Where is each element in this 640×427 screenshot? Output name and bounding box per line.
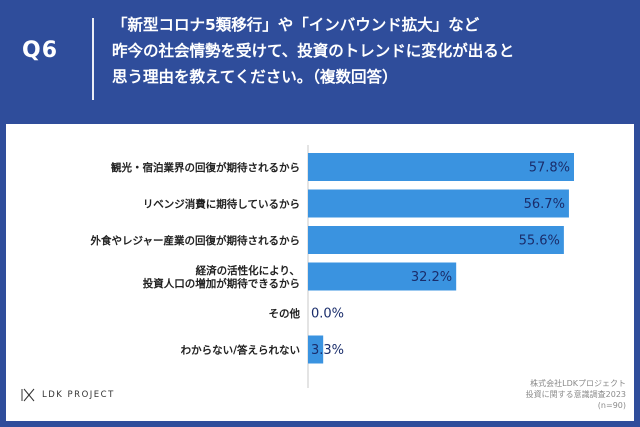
bar-2 [308, 226, 564, 254]
category-label-3-0: 経済の活性化により、 [196, 264, 300, 277]
bar-value-label-5: 3.3% [311, 343, 344, 358]
question-number: Q6 [22, 38, 59, 63]
question-line-1: 「新型コロナ5類移行」や「インバウンド拡大」など [112, 16, 480, 34]
header-divider [92, 18, 94, 100]
source-line-3: (n=90) [597, 401, 626, 410]
category-label-1-0: リベンジ消費に期待しているから [143, 198, 300, 211]
bar-value-label-3: 32.2% [411, 270, 452, 285]
category-label-3-1: 投資人口の増加が期待できるから [143, 277, 300, 290]
source-line-2: 投資に関する意識調査2023 [525, 390, 626, 399]
logo-text: LDK PROJECT [42, 390, 115, 400]
question-line-2: 昨今の社会情勢を受けて、投資のトレンドに変化が出ると [112, 42, 515, 60]
source-note: 株式会社LDKプロジェクト 投資に関する意識調査2023 (n=90) [526, 378, 626, 411]
category-label-0-0: 観光・宿泊業界の回復が期待されるから [111, 161, 300, 174]
category-label-5-0: わからない/答えられない [181, 344, 300, 357]
bar-value-label-2: 55.6% [519, 234, 560, 249]
bar-1 [308, 189, 569, 218]
bar-5 [308, 335, 324, 364]
category-label-2-0: 外食やレジャー産業の回復が期待されるから [90, 234, 300, 247]
question-line-3: 思う理由を教えてください。（複数回答） [112, 68, 398, 86]
source-line-1: 株式会社LDKプロジェクト [530, 379, 626, 388]
bar-value-label-1: 56.7% [524, 197, 565, 212]
bar-0 [308, 153, 574, 181]
ldk-logo-icon [21, 388, 35, 402]
company-logo: LDK PROJECT [20, 388, 115, 402]
header: Q6 「新型コロナ5類移行」や「インバウンド拡大」など 昨今の社会情勢を受けて、… [0, 0, 640, 112]
question-text: 「新型コロナ5類移行」や「インバウンド拡大」など 昨今の社会情勢を受けて、投資の… [112, 12, 632, 90]
category-label-4-0: その他 [269, 307, 301, 320]
bar-3 [308, 262, 457, 291]
bar-value-label-0: 57.8% [529, 161, 570, 176]
bar-value-label-4: 0.0% [311, 307, 344, 322]
